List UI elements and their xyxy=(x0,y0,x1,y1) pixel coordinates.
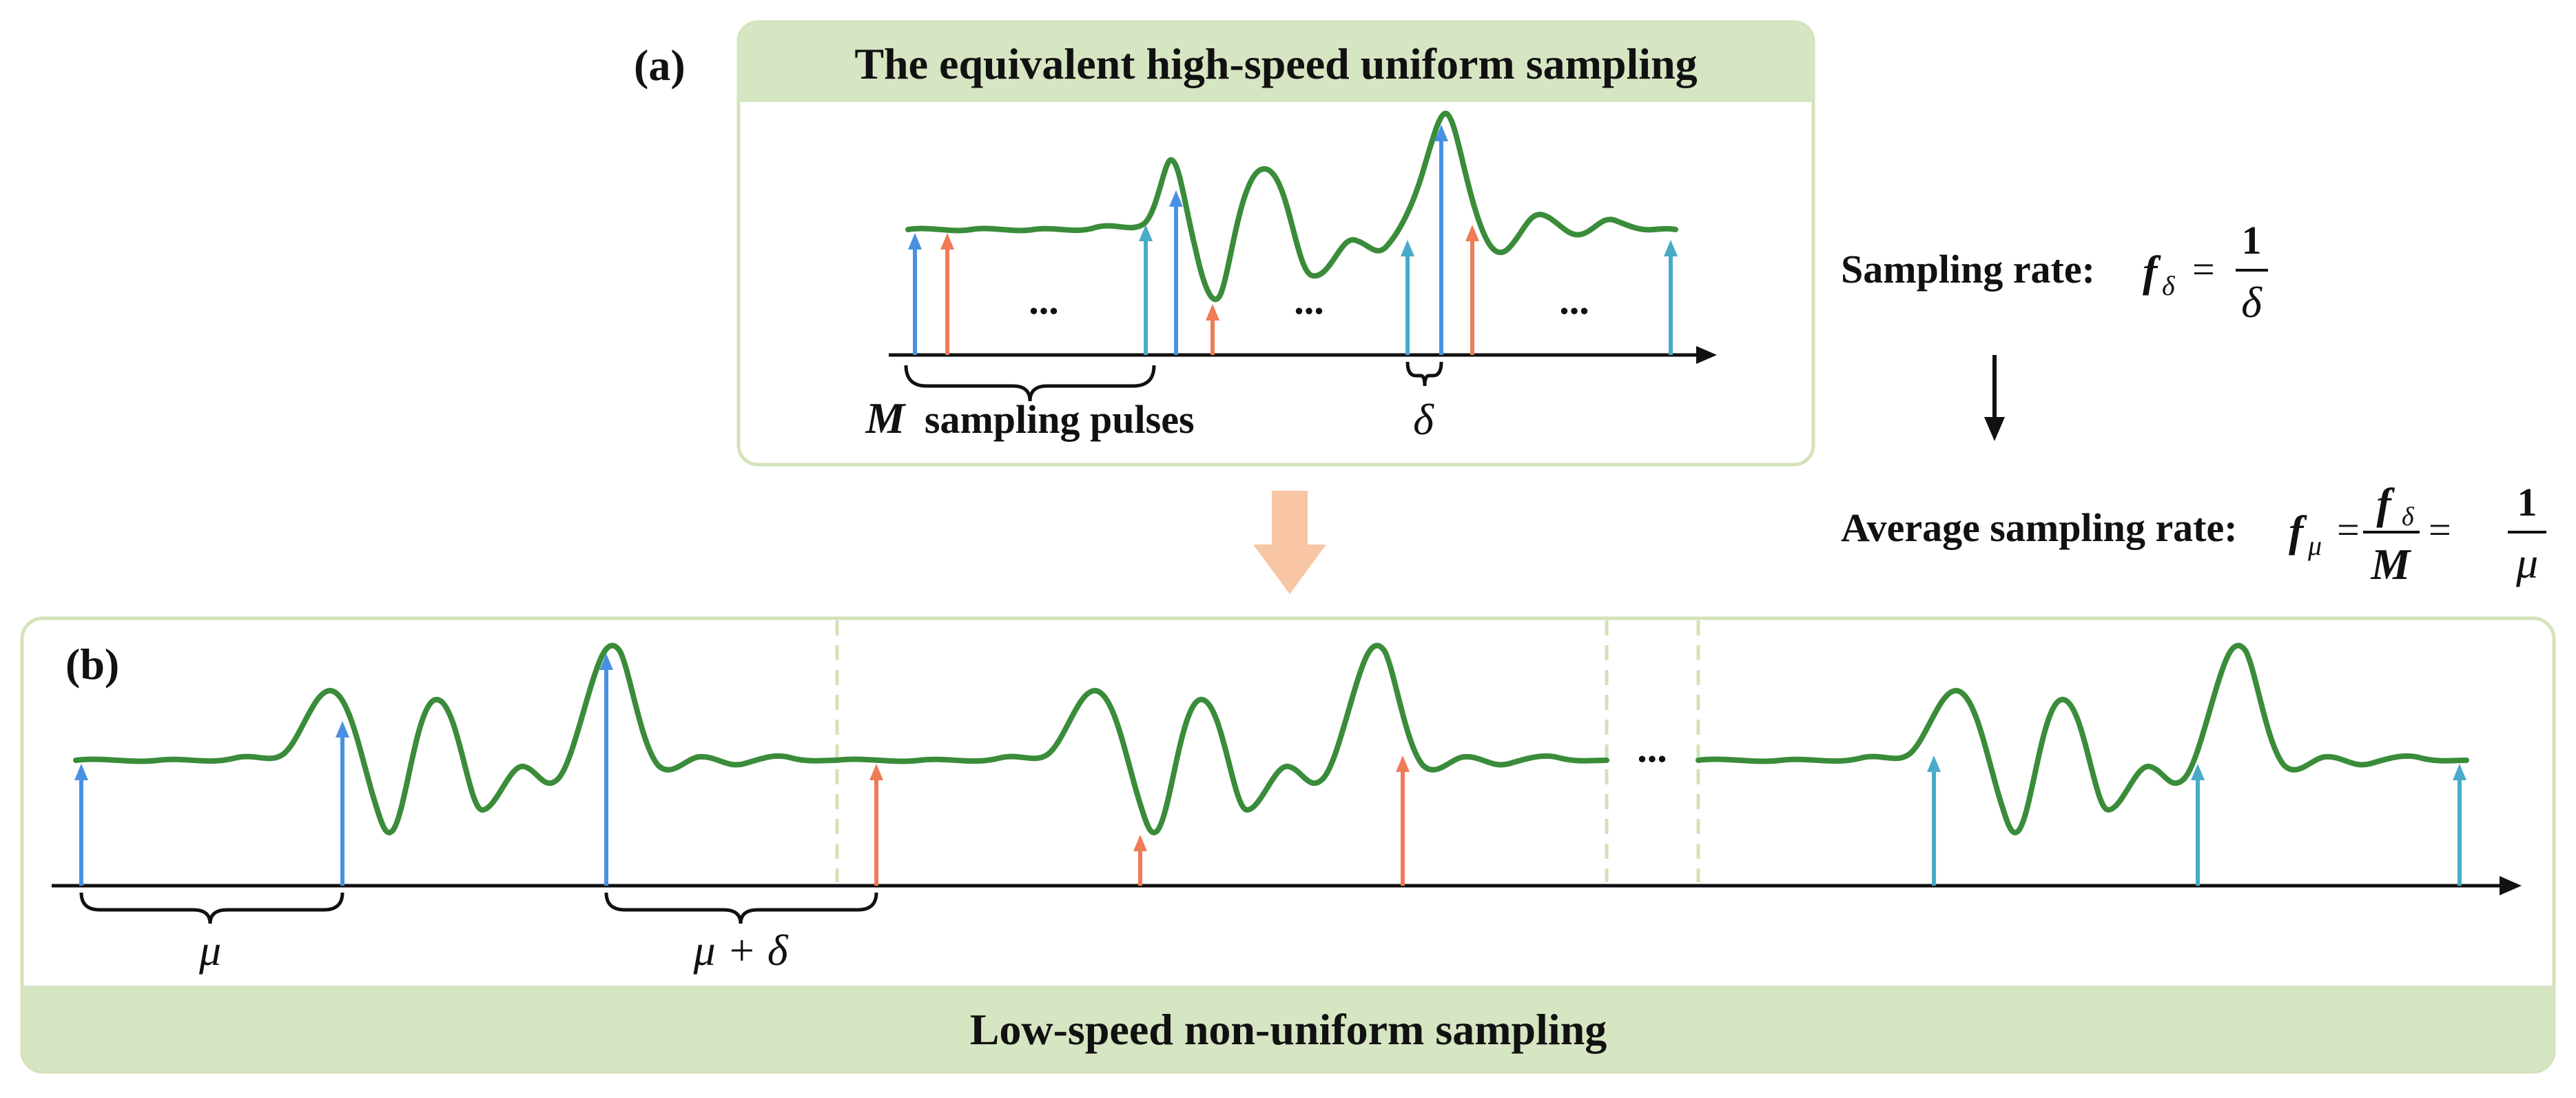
panel-b-signal-waveform-2 xyxy=(834,642,1609,835)
average-rate-frac1-den: M xyxy=(2371,540,2412,589)
panel-a-header xyxy=(739,22,1813,102)
down-arrow-head xyxy=(1984,417,2005,441)
pulse-blue-head xyxy=(1169,190,1183,207)
pulse-blue-head xyxy=(336,721,349,738)
pulse-orange-head xyxy=(869,764,883,780)
panel-b: (b) Low-speed non-uniform sampling ... xyxy=(20,616,2556,1074)
pulse-blue-head xyxy=(599,653,613,670)
sampling-rate-eq: = xyxy=(2192,247,2215,292)
pulse-teal-head xyxy=(1139,225,1153,241)
pulse-orange-head xyxy=(1396,755,1410,772)
average-rate-frac2-num: 1 xyxy=(2517,480,2537,525)
pulse-teal-head xyxy=(1927,755,1941,772)
panel-a-axis-arrowhead xyxy=(1696,346,1717,364)
panel-b-pulses xyxy=(74,653,2466,886)
pulse-orange-head xyxy=(1206,304,1219,321)
panel-a-brace-m xyxy=(904,365,1156,402)
pulse-teal-head xyxy=(1664,240,1678,256)
panel-b-signal-waveform-3 xyxy=(1696,642,2469,835)
sampling-rate-sub: δ xyxy=(2162,270,2176,301)
transition-arrow xyxy=(1253,491,1326,594)
pulse-blue-head xyxy=(74,764,88,780)
average-rate-frac1-num: f xyxy=(2376,479,2395,528)
panel-a-brace-label: M sampling pulses xyxy=(865,394,1194,443)
pulse-blue-head xyxy=(1434,125,1448,141)
average-rate-f: f xyxy=(2289,507,2307,556)
average-rate-sub: μ xyxy=(2307,530,2322,561)
panel-a-title: The equivalent high-speed uniform sampli… xyxy=(854,39,1697,88)
pulse-orange-head xyxy=(940,233,954,250)
panel-b-signal-waveform-1 xyxy=(73,642,840,835)
panel-a-ellipsis-2: ... xyxy=(1294,278,1324,323)
panel-b-ellipsis: ... xyxy=(1637,726,1667,771)
pulse-orange-head xyxy=(1465,225,1479,241)
sampling-rate-numerator: 1 xyxy=(2242,218,2262,263)
pulse-orange-head xyxy=(1133,835,1147,851)
pulse-teal-head xyxy=(2191,764,2205,780)
panel-b-brace-mu xyxy=(79,892,344,924)
panel-a-pulses xyxy=(908,125,1678,355)
panel-a-brace-delta xyxy=(1405,361,1443,387)
panel-a-signal-waveform xyxy=(905,110,1678,303)
panel-a-tag: (a) xyxy=(634,41,686,90)
panel-b-axis-arrowhead xyxy=(2500,876,2522,895)
panel-b-footer-text: Low-speed non-uniform sampling xyxy=(970,1005,1607,1054)
panel-b-brace-mu-delta xyxy=(604,892,878,924)
pulse-teal-head xyxy=(2453,764,2466,780)
sampling-rate-label: Sampling rate: xyxy=(1841,247,2095,292)
pulse-teal-head xyxy=(1401,240,1414,256)
average-rate-frac1-num-sub: δ xyxy=(2402,502,2415,531)
panel-a-ellipsis-3: ... xyxy=(1559,278,1589,323)
average-rate-eq2: = xyxy=(2429,507,2451,552)
panel-b-tag: (b) xyxy=(65,640,119,689)
pulse-blue-head xyxy=(908,233,922,250)
average-rate-eq1: = xyxy=(2337,507,2360,552)
panel-a-delta-label: δ xyxy=(1413,395,1434,444)
average-rate-label: Average sampling rate: xyxy=(1841,505,2238,550)
formulas: Sampling rate: f δ = 1 δ Average samplin… xyxy=(1841,218,2546,589)
panel-a: (a) The equivalent high-speed uniform sa… xyxy=(634,20,1815,467)
panel-b-footer xyxy=(22,986,2554,1072)
average-rate-frac2-den: μ xyxy=(2515,538,2538,587)
panel-a-ellipsis-1: ... xyxy=(1029,278,1059,323)
sampling-rate-f: f xyxy=(2143,247,2161,296)
panel-b-mu-delta-label: μ + δ xyxy=(692,926,788,975)
panel-b-mu-label: μ xyxy=(198,926,221,975)
sampling-rate-denominator: δ xyxy=(2241,278,2263,327)
